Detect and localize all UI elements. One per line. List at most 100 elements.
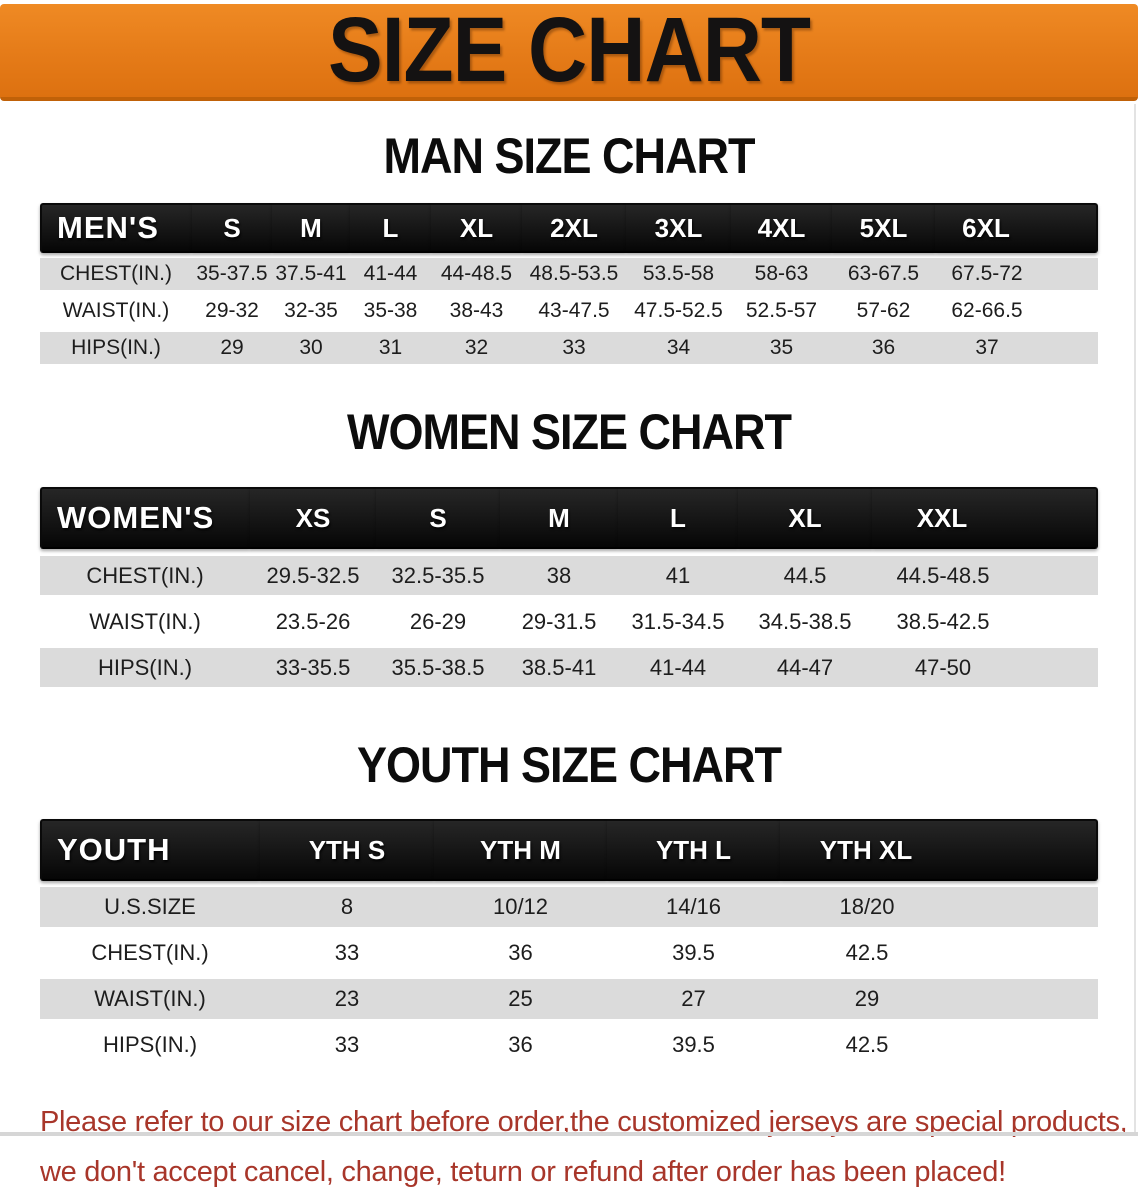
men-column-header: S [192, 203, 272, 253]
youth-section-heading: YOUTH SIZE CHART [356, 735, 782, 794]
cell: 42.5 [780, 933, 1098, 973]
bottom-edge-strip [0, 1132, 1138, 1136]
women-column-header: XL [738, 487, 872, 549]
cell: 33 [260, 933, 434, 973]
cell: 36 [434, 933, 607, 973]
youth-ussize-row: U.S.SIZE 8 10/12 14/16 18/20 [40, 887, 1098, 927]
size-chart-page: SIZE CHART MAN SIZE CHART MEN'S S M L XL… [0, 4, 1138, 1197]
women-size-table: WOMEN'S XS S M L XL XXL CHEST(IN.) 29.5-… [40, 480, 1098, 694]
row-label: CHEST(IN.) [40, 258, 192, 290]
cell: 58-63 [731, 258, 832, 290]
cell: 63-67.5 [832, 258, 935, 290]
cell: 62-66.5 [935, 295, 1098, 327]
cell: 57-62 [832, 295, 935, 327]
cell: 47-50 [872, 648, 1098, 687]
cell: 27 [607, 979, 780, 1019]
cell: 48.5-53.5 [522, 258, 626, 290]
men-column-header: XL [431, 203, 522, 253]
men-hips-row: HIPS(IN.) 29 30 31 32 33 34 35 36 37 [40, 332, 1098, 364]
cell: 33-35.5 [250, 648, 376, 687]
cell: 43-47.5 [522, 295, 626, 327]
cell: 29.5-32.5 [250, 556, 376, 595]
cell: 36 [434, 1025, 607, 1065]
cell: 35-37.5 [192, 258, 272, 290]
row-label: HIPS(IN.) [40, 332, 192, 364]
women-section-heading: WOMEN SIZE CHART [347, 402, 792, 461]
youth-column-header: YTH M [434, 819, 607, 881]
youth-size-table: YOUTH YTH S YTH M YTH L YTH XL U.S.SIZE … [40, 813, 1098, 1071]
cell: 10/12 [434, 887, 607, 927]
youth-header-row: YOUTH YTH S YTH M YTH L YTH XL [40, 819, 1098, 881]
order-notice: Please refer to our size chart before or… [40, 1097, 1138, 1197]
cell: 29 [780, 979, 1098, 1019]
cell: 41-44 [618, 648, 738, 687]
men-column-header: M [272, 203, 350, 253]
row-label: U.S.SIZE [40, 887, 260, 927]
cell: 29-31.5 [500, 602, 618, 641]
men-section-heading: MAN SIZE CHART [383, 126, 756, 185]
cell: 33 [522, 332, 626, 364]
men-waist-row: WAIST(IN.) 29-32 32-35 35-38 38-43 43-47… [40, 295, 1098, 327]
cell: 23.5-26 [250, 602, 376, 641]
cell: 52.5-57 [731, 295, 832, 327]
cell: 44.5 [738, 556, 872, 595]
row-label: WAIST(IN.) [40, 979, 260, 1019]
cell: 53.5-58 [626, 258, 731, 290]
right-edge-line [1134, 104, 1136, 1132]
women-chest-row: CHEST(IN.) 29.5-32.5 32.5-35.5 38 41 44.… [40, 556, 1098, 595]
cell: 44-47 [738, 648, 872, 687]
row-label: WAIST(IN.) [40, 602, 250, 641]
cell: 35.5-38.5 [376, 648, 500, 687]
cell: 41 [618, 556, 738, 595]
cell: 39.5 [607, 933, 780, 973]
women-waist-row: WAIST(IN.) 23.5-26 26-29 29-31.5 31.5-34… [40, 602, 1098, 641]
women-hips-row: HIPS(IN.) 33-35.5 35.5-38.5 38.5-41 41-4… [40, 648, 1098, 687]
cell: 67.5-72 [935, 258, 1098, 290]
row-label: WAIST(IN.) [40, 295, 192, 327]
women-column-header: S [376, 487, 500, 549]
cell: 44.5-48.5 [872, 556, 1098, 595]
men-column-header: 2XL [522, 203, 626, 253]
cell: 38.5-41 [500, 648, 618, 687]
men-column-header: 5XL [832, 203, 935, 253]
women-table-title: WOMEN'S [40, 487, 250, 549]
banner-title: SIZE CHART [328, 0, 811, 101]
cell: 35 [731, 332, 832, 364]
cell: 29-32 [192, 295, 272, 327]
men-table-title: MEN'S [40, 203, 192, 253]
women-column-header: M [500, 487, 618, 549]
cell: 34 [626, 332, 731, 364]
cell: 34.5-38.5 [738, 602, 872, 641]
youth-column-header: YTH L [607, 819, 780, 881]
cell: 38.5-42.5 [872, 602, 1098, 641]
men-size-table: MEN'S S M L XL 2XL 3XL 4XL 5XL 6XL CHEST… [40, 198, 1098, 369]
women-column-header: XS [250, 487, 376, 549]
youth-waist-row: WAIST(IN.) 23 25 27 29 [40, 979, 1098, 1019]
cell: 42.5 [780, 1025, 1098, 1065]
row-label: HIPS(IN.) [40, 648, 250, 687]
cell: 25 [434, 979, 607, 1019]
cell: 36 [832, 332, 935, 364]
banner: SIZE CHART [0, 4, 1138, 101]
youth-hips-row: HIPS(IN.) 33 36 39.5 42.5 [40, 1025, 1098, 1065]
cell: 41-44 [350, 258, 431, 290]
row-label: CHEST(IN.) [40, 933, 260, 973]
youth-column-header: YTH XL [780, 819, 1098, 881]
men-header-row: MEN'S S M L XL 2XL 3XL 4XL 5XL 6XL [40, 203, 1098, 253]
cell: 18/20 [780, 887, 1098, 927]
cell: 32-35 [272, 295, 350, 327]
cell: 47.5-52.5 [626, 295, 731, 327]
women-column-header: XXL [872, 487, 1098, 549]
cell: 32.5-35.5 [376, 556, 500, 595]
cell: 14/16 [607, 887, 780, 927]
cell: 38 [500, 556, 618, 595]
cell: 31 [350, 332, 431, 364]
cell: 8 [260, 887, 434, 927]
cell: 44-48.5 [431, 258, 522, 290]
women-header-row: WOMEN'S XS S M L XL XXL [40, 487, 1098, 549]
men-column-header: 4XL [731, 203, 832, 253]
row-label: CHEST(IN.) [40, 556, 250, 595]
men-column-header: 3XL [626, 203, 731, 253]
cell: 38-43 [431, 295, 522, 327]
cell: 31.5-34.5 [618, 602, 738, 641]
